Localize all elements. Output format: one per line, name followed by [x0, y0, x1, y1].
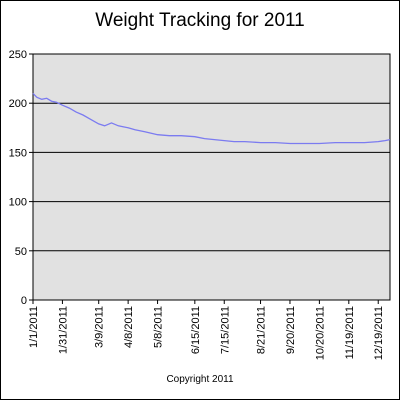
- x-tick-label: 12/19/2011: [373, 306, 385, 360]
- x-tick-label: 5/8/2011: [153, 306, 165, 348]
- y-tick-label: 150: [9, 147, 27, 159]
- x-tick-label: 4/8/2011: [123, 306, 135, 348]
- plot-area: [32, 53, 391, 301]
- y-tick-label: 50: [15, 246, 27, 258]
- x-tick-label: 3/9/2011: [94, 306, 106, 348]
- x-tick-label: 7/15/2011: [219, 306, 231, 354]
- y-tick-label: 0: [21, 295, 27, 307]
- x-tick-label: 11/19/2011: [344, 306, 356, 359]
- x-tick-label: 1/1/2011: [28, 306, 40, 348]
- chart-title: Weight Tracking for 2011: [95, 10, 305, 31]
- series-line: [32, 92, 391, 145]
- x-tick-label: 6/15/2011: [190, 306, 202, 354]
- y-tick-label: 250: [9, 49, 27, 61]
- y-axis: 0 50 100 150 200 250: [9, 49, 33, 307]
- x-axis: 1/1/2011 1/31/2011 3/9/2011 4/8/2011 5/8/201…: [28, 300, 385, 360]
- x-tick-label: 10/20/2011: [314, 306, 326, 360]
- gridlines: [33, 102, 390, 252]
- y-tick-label: 100: [9, 197, 27, 209]
- y-tick-label: 200: [9, 98, 27, 110]
- x-tick-label: 1/31/2011: [57, 306, 69, 354]
- x-tick-label: 8/21/2011: [256, 306, 268, 354]
- x-tick-label: 9/20/2011: [285, 306, 297, 354]
- copyright-footer: Copyright 2011: [166, 374, 234, 385]
